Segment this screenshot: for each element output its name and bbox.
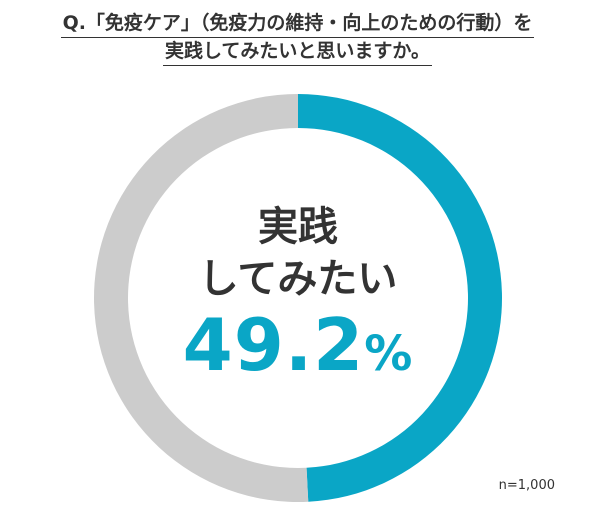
center-label-line-2: してみたい bbox=[198, 256, 398, 302]
chart-title: Q.「免疫ケア」（免疫力の維持・向上のための行動）を 実践してみたいと思いますか… bbox=[0, 10, 595, 66]
center-value: 49.2% bbox=[148, 305, 448, 394]
center-label-line-1: 実践 bbox=[258, 204, 338, 250]
sample-size-note: n=1,000 bbox=[498, 478, 555, 493]
donut-slice-0 bbox=[298, 94, 503, 502]
center-value-unit: % bbox=[364, 326, 414, 382]
title-line-2: 実践してみたいと思いますか。 bbox=[162, 38, 433, 66]
donut-slice-1 bbox=[94, 94, 309, 502]
center-value-number: 49.2 bbox=[182, 303, 365, 387]
